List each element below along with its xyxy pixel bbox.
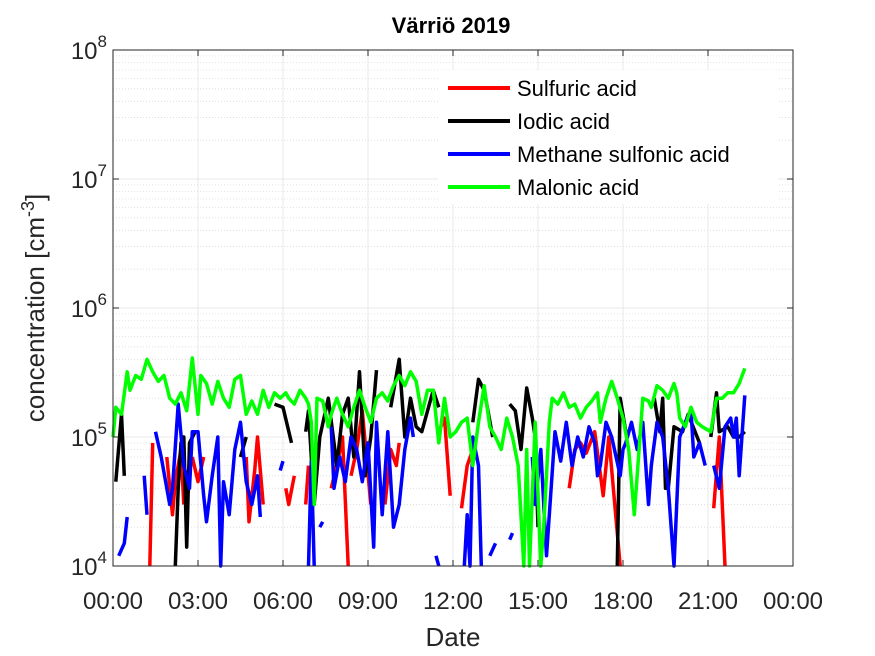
y-tick-label: 105 xyxy=(71,419,107,452)
x-axis: 00:00 03:00 06:00 09:00 12:00 15:00 18:00 21:00… xyxy=(83,50,823,615)
y-axis-label-main: concentration [cm xyxy=(20,217,50,422)
y-tick-base: 10 xyxy=(71,167,98,194)
y-tick-exponent: 7 xyxy=(98,161,107,180)
y-axis-label-exponent: -3 xyxy=(18,201,38,217)
y-tick-label: 107 xyxy=(71,161,107,194)
legend-box xyxy=(438,70,778,204)
chart-title: Värriö 2019 xyxy=(392,13,511,38)
x-tick-label: 12:00 xyxy=(423,588,483,615)
y-tick-label: 108 xyxy=(71,32,107,65)
y-tick-base: 10 xyxy=(71,296,98,323)
legend-label: Malonic acid xyxy=(517,175,639,200)
legend-label: Iodic acid xyxy=(517,109,610,134)
y-tick-exponent: 8 xyxy=(98,32,107,51)
y-tick-base: 10 xyxy=(71,38,98,65)
x-tick-label: 06:00 xyxy=(253,588,313,615)
x-tick-label: 00:00 xyxy=(763,588,823,615)
series-line xyxy=(111,356,747,568)
y-tick-label: 104 xyxy=(71,548,107,581)
series-lines xyxy=(111,356,747,568)
x-tick-label: 21:00 xyxy=(678,588,738,615)
y-tick-base: 10 xyxy=(71,554,98,581)
y-tick-base: 10 xyxy=(71,425,98,452)
y-tick-exponent: 4 xyxy=(98,548,107,567)
y-axis-label: concentration [cm-3] xyxy=(18,194,50,422)
x-tick-label: 15:00 xyxy=(508,588,568,615)
legend: Sulfuric acid Iodic acid Methane sulfonic … xyxy=(438,70,778,204)
y-tick-exponent: 6 xyxy=(98,290,107,309)
legend-label: Methane sulfonic acid xyxy=(517,142,730,167)
y-axis-label-close: ] xyxy=(20,194,50,201)
y-tick-exponent: 5 xyxy=(98,419,107,438)
legend-label: Sulfuric acid xyxy=(517,76,637,101)
x-tick-label: 00:00 xyxy=(83,588,143,615)
y-tick-label: 106 xyxy=(71,290,107,323)
x-tick-label: 09:00 xyxy=(338,588,398,615)
x-tick-label: 18:00 xyxy=(593,588,653,615)
series-line xyxy=(148,408,727,567)
x-axis-label: Date xyxy=(426,622,481,652)
x-tick-label: 03:00 xyxy=(168,588,228,615)
